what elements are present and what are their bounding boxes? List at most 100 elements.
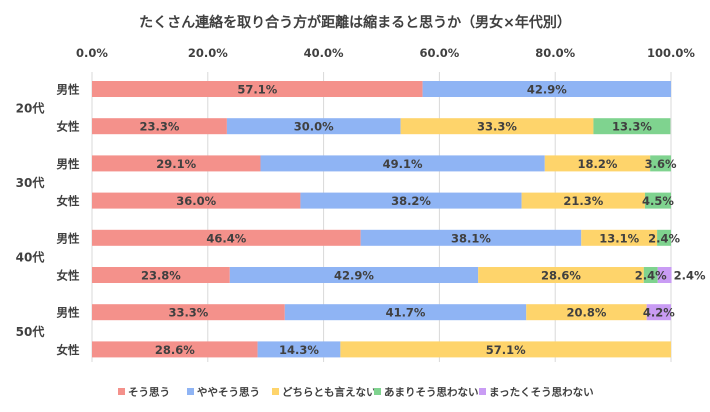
legend-swatch: [374, 388, 381, 395]
data-labels: 57.1% 42.9% 23.3% 30.0% 33.3% 13.3% 29.1% 49.1%…: [140, 83, 706, 357]
bar-segment: [646, 304, 671, 321]
data-label: 57.1%: [486, 343, 526, 357]
bar-segment: [260, 155, 545, 172]
bar-segment: [92, 304, 285, 321]
bar-segment: [657, 229, 671, 246]
bar-segment: [92, 229, 361, 246]
bar-segment: [593, 118, 671, 135]
data-label: 18.2%: [578, 157, 618, 171]
legend-swatch: [187, 388, 194, 395]
data-label: 41.7%: [386, 306, 426, 320]
legend-item: まったくそう思わない: [479, 387, 594, 399]
data-label: 28.6%: [155, 343, 195, 357]
data-label: 33.3%: [477, 120, 517, 134]
data-label: 13.1%: [599, 231, 639, 245]
data-label: 2.4%: [635, 269, 667, 283]
data-label: 28.6%: [541, 269, 581, 283]
sex-label: 男性: [57, 83, 80, 97]
data-label: 14.3%: [279, 343, 319, 357]
data-label: 42.9%: [334, 269, 374, 283]
legend-label: あまりそう思わない: [384, 386, 479, 399]
age-group-label: 50代: [16, 324, 45, 339]
data-label: 29.1%: [156, 157, 196, 171]
age-group-label: 40代: [16, 249, 45, 264]
data-label: 2.4%: [648, 231, 680, 245]
bar-segment: [92, 192, 301, 209]
bar-segment: [521, 192, 645, 209]
data-label: 13.3%: [612, 120, 652, 134]
x-axis-ticks: 0.0% 20.0% 40.0% 60.0% 80.0% 100.0%: [76, 46, 695, 60]
legend-label: どちらとも言えない: [282, 386, 377, 399]
bar-segment: [657, 267, 672, 283]
data-label: 57.1%: [237, 83, 277, 97]
data-label: 38.2%: [391, 194, 431, 208]
bar-segment: [92, 118, 227, 135]
data-label: 21.3%: [563, 194, 603, 208]
bars: [92, 81, 672, 358]
bar-segment: [422, 81, 671, 97]
bar-segment: [644, 192, 671, 209]
bar-segment: [92, 341, 258, 358]
bar-segment: [226, 118, 401, 135]
bar-segment: [229, 267, 479, 283]
legend-item: そう思う: [118, 387, 170, 399]
legend-label: ややそう思う: [197, 387, 260, 399]
legend-label: まったくそう思わない: [489, 387, 594, 399]
bar-segment: [544, 155, 651, 172]
data-label: 20.8%: [567, 306, 607, 320]
data-label: 33.3%: [168, 306, 208, 320]
legend-item: ややそう思う: [187, 387, 260, 399]
bar-segment: [643, 267, 658, 283]
data-label: 2.4%: [674, 269, 706, 283]
x-tick-label: 40.0%: [304, 46, 344, 60]
sex-label: 男性: [57, 157, 80, 171]
x-tick-label: 0.0%: [76, 46, 108, 60]
legend-swatch: [272, 388, 279, 395]
data-label: 38.1%: [451, 231, 491, 245]
legend: そう思う ややそう思う どちらとも言えない あまりそう思わない まったくそう思わない: [118, 386, 594, 399]
bar-segment: [526, 304, 647, 321]
legend-swatch: [479, 388, 486, 395]
data-label: 36.0%: [176, 194, 216, 208]
sex-label: 女性: [57, 120, 80, 134]
bar-segment: [478, 267, 644, 283]
bar-segment: [581, 229, 658, 246]
data-label: 30.0%: [294, 120, 334, 134]
legend-item: どちらとも言えない: [272, 386, 377, 399]
data-label: 46.4%: [206, 231, 246, 245]
bar-segment: [92, 155, 261, 172]
data-label: 42.9%: [527, 83, 567, 97]
bar-segment: [92, 81, 423, 97]
sex-label: 男性: [57, 306, 80, 320]
sex-label: 女性: [57, 194, 80, 208]
bar-segment: [360, 229, 582, 246]
sex-label: 女性: [57, 343, 80, 357]
data-label: 23.8%: [141, 269, 181, 283]
data-label: 4.2%: [643, 306, 675, 320]
bar-segment: [257, 341, 341, 358]
data-label: 3.6%: [645, 157, 677, 171]
bar-segment: [92, 267, 230, 283]
x-tick-label: 60.0%: [419, 46, 459, 60]
data-label: 49.1%: [383, 157, 423, 171]
x-tick-label: 20.0%: [188, 46, 228, 60]
bar-segment: [400, 118, 594, 135]
sex-label: 男性: [57, 231, 80, 245]
age-group-label: 30代: [16, 175, 45, 190]
data-label: 4.5%: [642, 194, 674, 208]
bar-segment: [340, 341, 671, 358]
bar-segment: [284, 304, 527, 321]
age-group-label: 20代: [16, 101, 45, 116]
legend-label: そう思う: [128, 387, 170, 399]
data-label: 23.3%: [140, 120, 180, 134]
legend-item: あまりそう思わない: [374, 386, 479, 399]
sex-label: 女性: [57, 269, 80, 283]
x-tick-label: 100.0%: [647, 46, 695, 60]
legend-swatch: [118, 388, 125, 395]
bar-segment: [650, 155, 671, 172]
x-tick-label: 80.0%: [535, 46, 575, 60]
bar-segment: [300, 192, 522, 209]
chart-title: たくさん連絡を取り合う方が距離は縮まると思うか（男女×年代別）: [139, 14, 571, 31]
